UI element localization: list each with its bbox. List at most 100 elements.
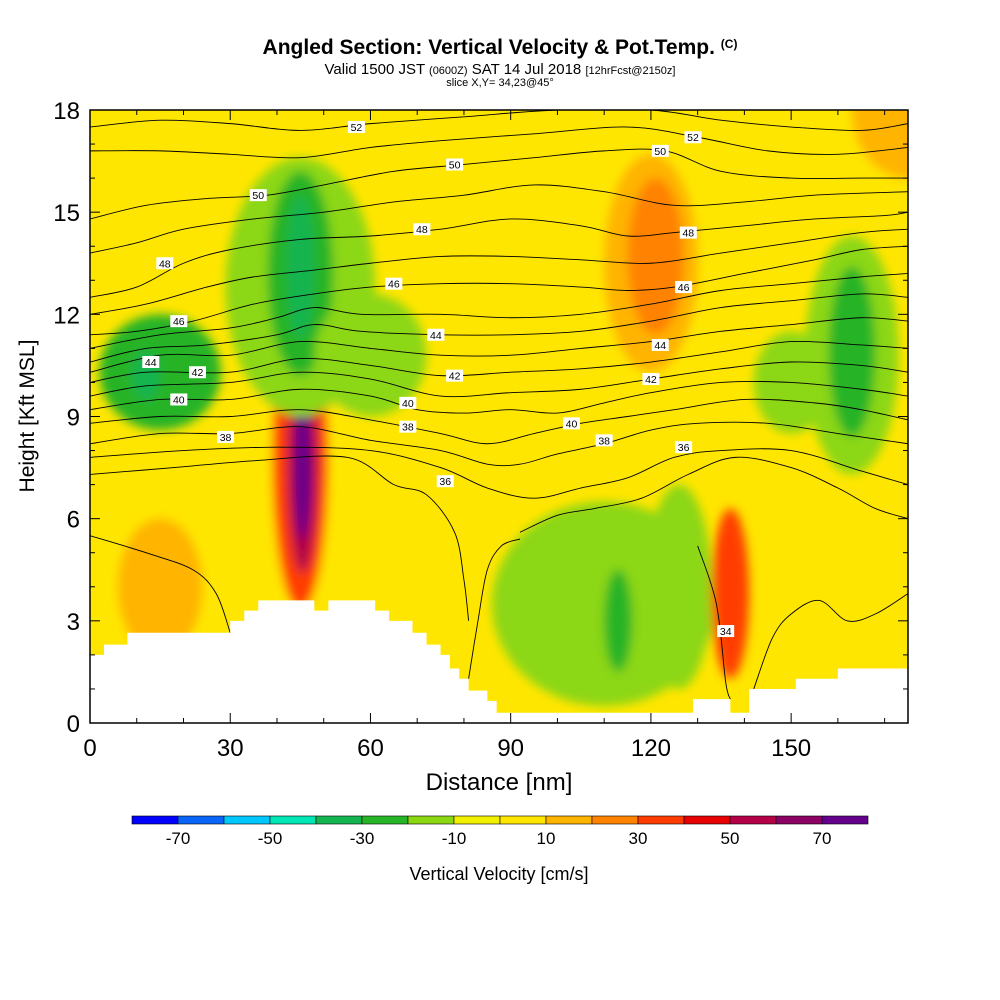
isentrope-label-6: 48 [679, 226, 697, 240]
isentrope-label-bg [436, 475, 454, 488]
isentrope-label-text: 44 [654, 340, 666, 352]
isentrope-label-20: 38 [217, 430, 235, 444]
isentrope-35-3 [753, 593, 908, 690]
velocity-cell-16 [646, 484, 712, 689]
isentrope-label-bg [399, 396, 417, 409]
isentrope-label-bg [347, 121, 365, 134]
isentrope-35-2 [468, 538, 521, 679]
isentrope-lines [90, 110, 908, 700]
isentrope-label-bg [249, 189, 267, 202]
isentrope-label-text: 34 [720, 626, 732, 638]
colorbar-tick-label: -10 [442, 829, 467, 848]
x-tick-label: 60 [357, 735, 384, 762]
isentrope-label-bg [684, 131, 702, 144]
colorbar-swatch-15 [821, 815, 869, 825]
isentrope-40-9 [90, 380, 908, 414]
isentrope-label-13: 44 [142, 356, 160, 369]
isentrope-label-text: 36 [439, 476, 451, 488]
isentrope-label-15: 42 [446, 369, 464, 383]
isentrope-45-14 [90, 273, 908, 349]
isentrope-label-4: 50 [249, 189, 267, 202]
isentrope-label-1: 52 [684, 131, 702, 144]
isentrope-label-text: 42 [645, 374, 657, 386]
isentrope-label-bg [385, 277, 403, 290]
y-tick-label: 9 [67, 405, 80, 432]
isentrope-label-0: 52 [347, 121, 365, 134]
isentrope-label-bg [651, 144, 669, 157]
isentrope-label-text: 48 [416, 224, 428, 236]
isentrope-label-text: 42 [192, 367, 204, 379]
isentrope-label-text: 40 [566, 418, 578, 430]
chart-title: Angled Section: Vertical Velocity & Pot.… [262, 36, 738, 59]
isentrope-label-text: 50 [654, 146, 666, 158]
y-tick-label: 15 [53, 200, 80, 227]
isentrope-39-8 [90, 398, 908, 445]
isentrope-label-text: 50 [252, 190, 264, 202]
isentrope-44-13 [90, 293, 908, 363]
isentrope-label-text: 38 [598, 435, 610, 447]
isentrope-label-text: 46 [173, 316, 185, 328]
isentrope-label-bg [562, 417, 580, 430]
isentrope-label-16: 42 [642, 373, 660, 386]
isentrope-label-text: 44 [145, 357, 157, 369]
velocity-cell-13 [851, 110, 908, 179]
isentrope-label-text: 46 [388, 279, 400, 291]
chart-slice-info: slice X,Y= 34,23@45° [446, 77, 554, 89]
colorbar-swatch-10 [591, 815, 639, 825]
x-tick-label: 0 [83, 735, 96, 762]
isentrope-label-bg [675, 281, 693, 294]
x-tick-label: 90 [497, 735, 524, 762]
colorbar-swatch-3 [269, 815, 317, 825]
isentrope-34-0 [90, 535, 231, 633]
colorbar-tick-label: 10 [537, 829, 556, 848]
chart-title-mark: (C) [720, 37, 738, 51]
colorbar-swatch-4 [315, 815, 363, 825]
isentrope-label-12: 44 [651, 338, 669, 352]
isentrope-label-25: 34 [717, 625, 735, 638]
colorbar-swatch-0 [131, 815, 179, 825]
colorbar: -70 -50 -30 -10 10 30 50 70 [131, 815, 869, 848]
isentrope-38-7 [90, 421, 908, 467]
isentrope-label-21: 38 [399, 420, 417, 434]
velocity-cell-6 [286, 195, 315, 339]
colorbar-swatch-2 [223, 815, 271, 825]
isentrope-label-11: 44 [427, 328, 445, 342]
velocity-cell-3 [294, 396, 311, 540]
isentrope-label-text: 40 [173, 394, 185, 406]
colorbar-swatch-9 [545, 815, 593, 825]
colorbar-tick-label: 70 [813, 829, 832, 848]
isentrope-36-5 [519, 456, 908, 533]
isentrope-label-bg [217, 430, 235, 443]
chart-valid-time: Valid 1500 JST (0600Z) SAT 14 Jul 2018 [… [324, 61, 676, 78]
isentrope-label-text: 52 [687, 132, 699, 144]
isentrope-label-bg [675, 441, 693, 454]
velocity-cell-19 [828, 266, 876, 437]
isentrope-label-bg [142, 356, 160, 369]
isentrope-label-text: 38 [220, 432, 232, 444]
isentrope-label-7: 48 [156, 257, 174, 270]
isentrope-label-text: 50 [449, 159, 461, 171]
colorbar-tick-label: -70 [166, 829, 191, 848]
isentrope-label-19: 40 [562, 417, 580, 430]
isentrope-label-text: 38 [402, 422, 414, 434]
isentrope-label-text: 48 [159, 258, 171, 270]
colorbar-swatch-14 [775, 815, 823, 825]
isentrope-label-text: 48 [682, 228, 694, 240]
velocity-cell-12 [627, 178, 684, 335]
velocity-cell-10 [118, 518, 203, 655]
x-tick-label: 120 [631, 735, 671, 762]
y-tick-label: 0 [67, 711, 80, 738]
x-axis-label: Distance [nm] [426, 769, 573, 796]
isentrope-label-text: 52 [351, 122, 363, 134]
velocity-cell-17 [711, 508, 750, 679]
isentrope-48-17 [90, 211, 908, 298]
isentrope-label-3: 50 [446, 158, 464, 171]
isentrope-label-14: 42 [189, 366, 207, 379]
isentrope-labels: 52 52 50 50 50 48 48 48 46 46 46 44 44 44 42 42 42 40 40 40… [142, 121, 735, 638]
isentrope-label-bg [427, 328, 445, 341]
isentrope-label-10: 46 [170, 315, 188, 328]
y-tick-label: 3 [67, 609, 80, 636]
isentrope-label-text: 40 [402, 398, 414, 410]
colorbar-tick-label: 50 [721, 829, 740, 848]
